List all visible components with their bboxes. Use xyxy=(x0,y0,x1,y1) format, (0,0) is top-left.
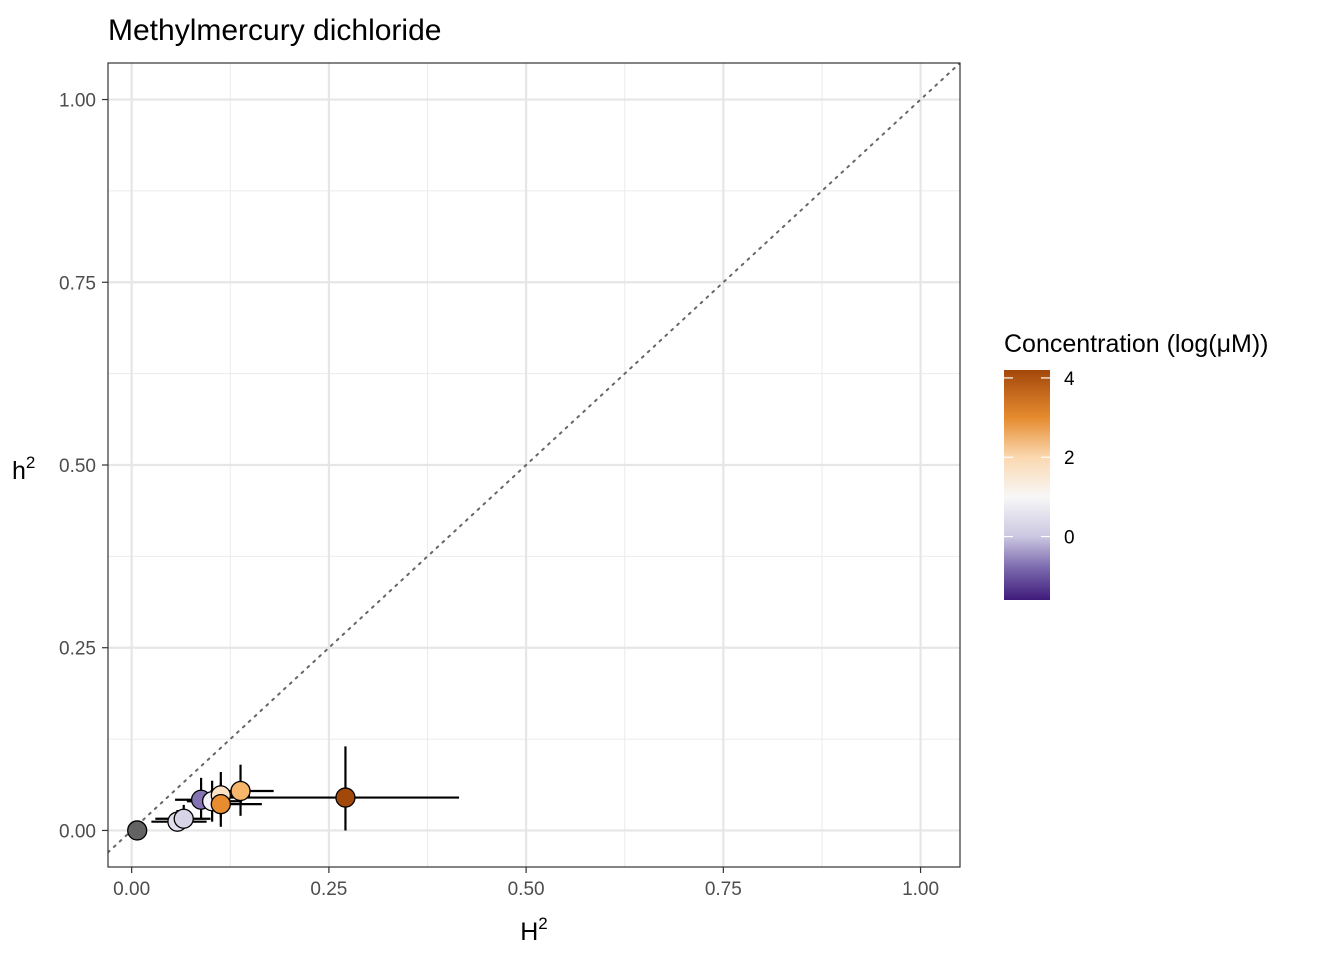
y-tick-label: 1.00 xyxy=(59,91,96,112)
y-axis-label: h2 xyxy=(12,453,35,485)
legend: Concentration (log(μM)) 0 2 4 xyxy=(1004,330,1269,600)
y-axis-ticks: 0.00 0.25 0.50 0.75 1.00 xyxy=(59,91,108,842)
data-point xyxy=(127,820,148,841)
x-tick-label: 0.00 xyxy=(113,879,150,900)
x-tick-label: 0.75 xyxy=(705,879,742,900)
data-point xyxy=(230,780,251,802)
colorbar xyxy=(1004,370,1050,600)
y-axis-label-base: h xyxy=(12,457,26,485)
x-tick-label: 0.50 xyxy=(508,879,545,900)
y-tick-label: 0.75 xyxy=(59,273,96,294)
reference-line xyxy=(108,63,960,854)
data-point xyxy=(210,793,231,815)
reference-line-group xyxy=(108,63,960,854)
x-axis-ticks: 0.00 0.25 0.50 0.75 1.00 xyxy=(113,867,939,900)
x-axis-label-sup: 2 xyxy=(538,914,547,933)
data-point xyxy=(173,808,194,829)
y-tick-label: 0.50 xyxy=(59,456,96,477)
data-points xyxy=(127,780,356,841)
data-point xyxy=(335,787,356,808)
x-tick-label: 1.00 xyxy=(902,879,939,900)
colorbar-ticks: 0 2 4 xyxy=(1004,369,1075,549)
colorbar-tick-label: 4 xyxy=(1064,369,1075,390)
y-tick-label: 0.00 xyxy=(59,821,96,842)
chart-title: Methylmercury dichloride xyxy=(108,14,441,47)
x-axis-label-base: H xyxy=(520,918,538,946)
x-axis-label: H2 xyxy=(520,914,548,946)
y-axis-label-sup: 2 xyxy=(26,453,35,472)
colorbar-tick-label: 2 xyxy=(1064,448,1075,469)
x-tick-label: 0.25 xyxy=(310,879,347,900)
colorbar-tick-label: 0 xyxy=(1064,528,1075,549)
legend-title: Concentration (log(μM)) xyxy=(1004,330,1269,358)
y-tick-label: 0.25 xyxy=(59,639,96,660)
